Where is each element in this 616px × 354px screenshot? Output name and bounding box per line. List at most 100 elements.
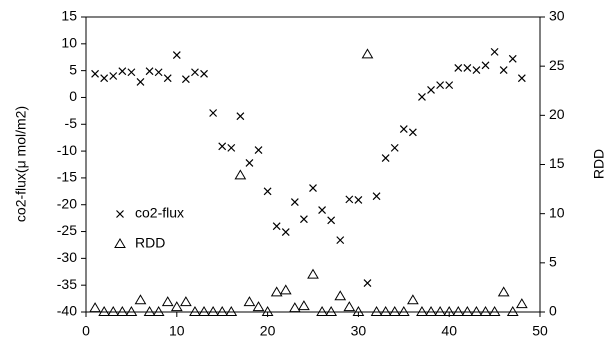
x-marker xyxy=(445,81,454,90)
y-axis-label: co2-flux(μ mol/m2) xyxy=(13,106,29,222)
triangle-marker xyxy=(506,306,519,316)
y2-tick-label: 20 xyxy=(549,106,565,122)
triangle-marker xyxy=(470,306,483,316)
triangle-marker xyxy=(225,306,238,316)
y-tick-label: -30 xyxy=(57,249,77,265)
triangle-marker xyxy=(479,306,492,316)
triangle-marker xyxy=(252,301,265,312)
x-marker xyxy=(472,66,481,75)
x-marker xyxy=(345,195,354,204)
x-marker xyxy=(181,75,190,84)
x-marker xyxy=(354,195,363,204)
triangle-marker xyxy=(343,301,356,312)
triangle-marker xyxy=(270,286,283,297)
x-marker xyxy=(136,77,145,86)
y-tick-label: 0 xyxy=(69,88,77,104)
triangle-marker xyxy=(198,306,210,316)
x-marker xyxy=(309,184,317,193)
x-marker xyxy=(290,198,299,206)
triangle-marker xyxy=(98,306,111,316)
x-tick-label: 0 xyxy=(82,323,90,339)
x-tick-label: 10 xyxy=(169,323,185,339)
x-marker xyxy=(490,47,499,56)
triangle-marker xyxy=(379,306,392,316)
triangle-marker xyxy=(216,306,229,316)
legend-label: co2-flux xyxy=(135,205,184,221)
triangle-marker xyxy=(497,286,510,297)
triangle-marker xyxy=(116,306,129,316)
legend-label: RDD xyxy=(135,235,165,251)
y2-tick-label: 10 xyxy=(549,204,565,220)
x-marker xyxy=(299,215,308,224)
x-marker xyxy=(218,142,227,151)
y-tick-label: -35 xyxy=(57,276,77,292)
triangle-marker xyxy=(461,306,474,316)
triangle-marker xyxy=(161,296,174,307)
triangle-marker xyxy=(114,238,126,248)
triangle-marker xyxy=(425,306,437,316)
y-tick-label: 5 xyxy=(69,61,77,77)
y2-tick-label: 30 xyxy=(549,8,565,24)
plot-frame xyxy=(85,16,541,313)
triangle-marker xyxy=(89,302,101,313)
triangle-marker xyxy=(325,306,338,316)
triangle-marker xyxy=(207,306,219,316)
triangle-marker xyxy=(515,298,528,309)
x-marker xyxy=(463,64,472,72)
x-marker xyxy=(481,61,490,70)
x-marker xyxy=(418,92,426,101)
triangle-marker xyxy=(134,294,147,305)
x-tick-label: 40 xyxy=(441,323,457,339)
x-marker xyxy=(254,146,263,154)
x-marker xyxy=(454,64,463,72)
x-marker xyxy=(227,143,236,152)
triangle-marker xyxy=(443,306,456,316)
x-marker xyxy=(508,54,517,63)
triangle-marker xyxy=(416,306,428,316)
x-marker xyxy=(436,81,445,90)
triangle-marker xyxy=(434,306,446,316)
x-marker xyxy=(91,69,100,78)
y2-tick-label: 15 xyxy=(549,155,565,171)
x-marker xyxy=(381,154,390,162)
x-marker xyxy=(336,236,345,245)
x-marker xyxy=(109,72,118,80)
x-marker xyxy=(281,228,290,237)
x-marker xyxy=(200,69,208,78)
triangle-marker xyxy=(397,306,410,316)
triangle-marker xyxy=(288,302,301,313)
triangle-marker xyxy=(243,296,256,307)
triangle-marker xyxy=(361,48,374,59)
y-tick-label: -5 xyxy=(65,115,78,131)
y2-tick-label: 5 xyxy=(549,254,557,270)
x-marker xyxy=(191,68,199,77)
x-marker xyxy=(408,128,417,137)
x-tick-label: 30 xyxy=(351,323,367,339)
x-marker xyxy=(399,125,408,134)
triangle-marker xyxy=(370,306,383,316)
x-marker xyxy=(172,51,181,60)
y-tick-label: -40 xyxy=(57,303,77,319)
y-tick-label: -10 xyxy=(57,142,77,158)
x-marker xyxy=(272,222,281,231)
x-marker xyxy=(163,74,172,83)
x-tick-label: 50 xyxy=(532,323,548,339)
x-marker xyxy=(318,206,327,215)
triangle-marker xyxy=(307,268,319,279)
y-tick-label: -25 xyxy=(57,222,77,238)
triangle-marker xyxy=(125,306,138,316)
triangle-marker xyxy=(388,306,401,316)
x-tick-label: 20 xyxy=(260,323,276,339)
triangle-marker xyxy=(170,301,183,312)
triangle-marker xyxy=(452,306,465,316)
x-marker xyxy=(127,68,136,77)
y2-axis-label: RDD xyxy=(591,149,607,179)
triangle-marker xyxy=(234,169,247,180)
x-marker xyxy=(327,216,336,225)
x-marker xyxy=(245,158,254,167)
y2-tick-label: 0 xyxy=(549,303,557,319)
triangle-marker xyxy=(107,306,120,316)
x-marker xyxy=(236,112,245,121)
triangle-marker xyxy=(316,306,328,316)
